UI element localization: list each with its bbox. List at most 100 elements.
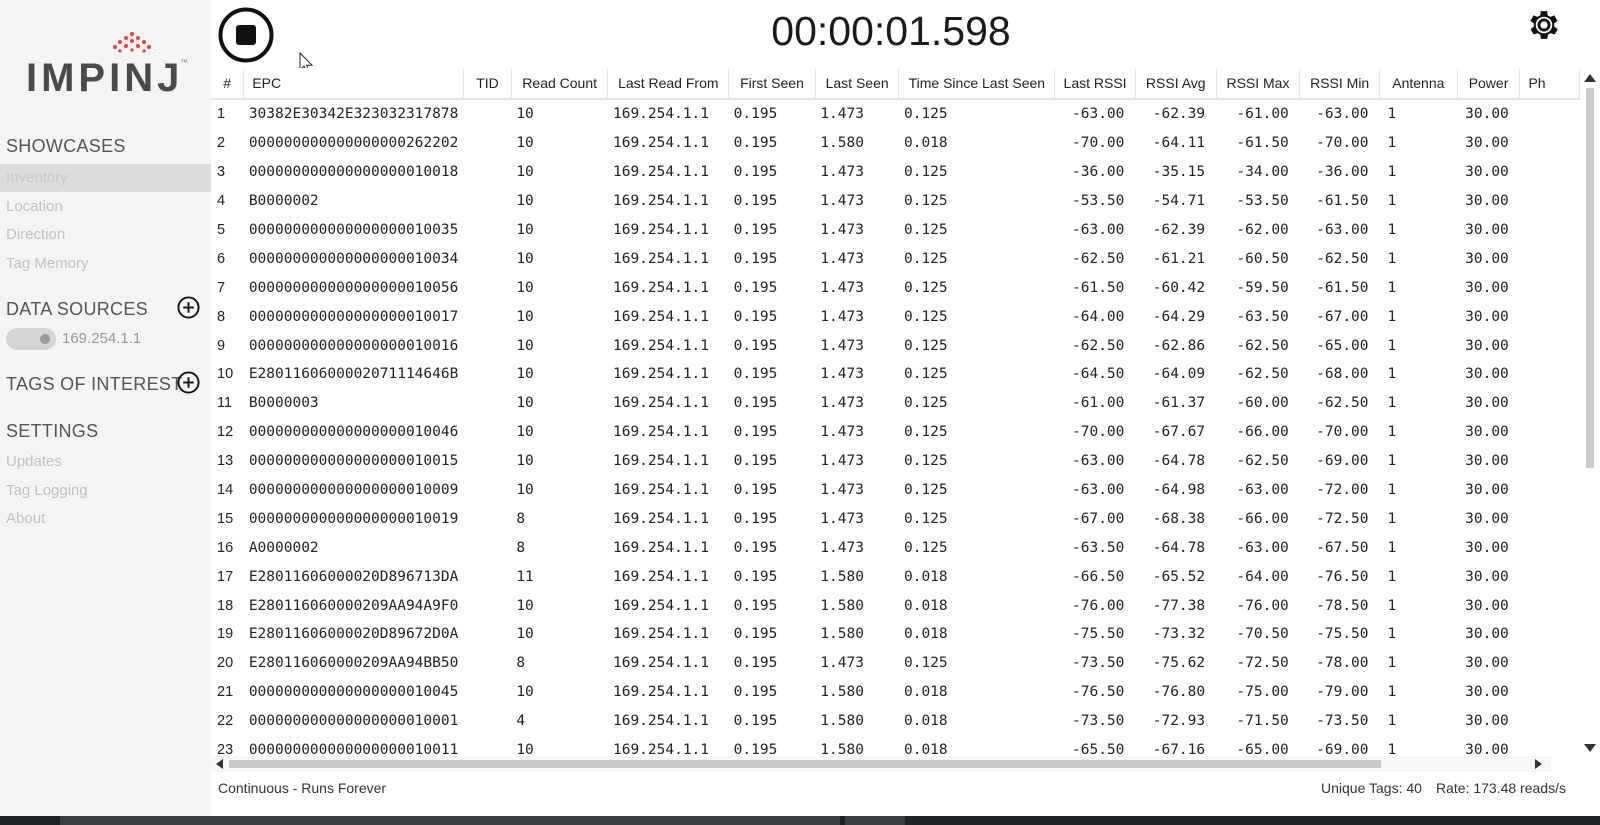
table-row[interactable]: 13 000000000000000000010015 10 169.254.1.1 0… xyxy=(211,447,1580,476)
column-header[interactable]: Last Seen xyxy=(815,68,900,100)
gear-icon[interactable] xyxy=(1525,6,1563,44)
column-header[interactable]: TID xyxy=(463,68,512,100)
table-cell: 0.195 xyxy=(733,250,778,267)
table-row[interactable]: 12 000000000000000000010046 10 169.254.1.1 0… xyxy=(211,418,1580,447)
column-header[interactable]: First Seen xyxy=(728,68,816,100)
table-row[interactable]: 4 B0000002 10 169.254.1.1 0.195 1.473 0.125 -53… xyxy=(211,187,1580,216)
table-cell xyxy=(464,187,512,216)
column-header[interactable]: Antenna xyxy=(1379,68,1458,100)
table-cell: 1.473 xyxy=(820,308,864,325)
table-cell: -63.50 xyxy=(1236,308,1289,325)
table-cell: 0.195 xyxy=(733,193,778,210)
table-row[interactable]: 14 000000000000000000010009 10 169.254.1.1 0… xyxy=(211,476,1580,505)
scroll-down-arrow-icon[interactable] xyxy=(1584,744,1596,752)
table-cell: 10 xyxy=(516,395,534,412)
table-cell: 11 xyxy=(516,568,534,585)
table-cell: 1.473 xyxy=(820,655,864,672)
add-data-source-plus-icon[interactable] xyxy=(177,296,200,319)
horizontal-scrollbar[interactable] xyxy=(211,756,1551,772)
data-source-toggle[interactable] xyxy=(6,328,56,350)
table-row[interactable]: 15 000000000000000000010019 8 169.254.1.1 0.… xyxy=(211,504,1580,533)
table-row[interactable]: 18 E280116060000209AA94A9F0 10 169.254.1.1 0… xyxy=(211,591,1580,620)
sidebar-item-updates[interactable]: Updates xyxy=(6,453,62,470)
column-header[interactable]: # xyxy=(211,68,245,100)
table-cell: 169.254.1.1 xyxy=(612,539,710,556)
logo-dots-icon xyxy=(113,32,151,53)
table-row[interactable]: 2 000000000000000000262202 10 169.254.1.1 0.… xyxy=(211,129,1580,158)
table-header-row: # EPC TID Read Count Last Read From Firs… xyxy=(211,68,1580,100)
table-row[interactable]: 8 000000000000000000010017 10 169.254.1.1 0.… xyxy=(211,302,1580,331)
add-tag-of-interest-plus-icon[interactable] xyxy=(177,371,200,394)
table-row[interactable]: 6 000000000000000000010034 10 169.254.1.1 0.… xyxy=(211,244,1580,273)
column-header[interactable]: Ph xyxy=(1519,68,1580,100)
table-row[interactable]: 11 B0000003 10 169.254.1.1 0.195 1.473 0.125 -6… xyxy=(211,389,1580,418)
stop-button-icon[interactable] xyxy=(218,7,274,63)
table-cell: -62.50 xyxy=(1236,337,1289,354)
table-cell: 0.195 xyxy=(733,424,778,441)
table-cell: 0.195 xyxy=(733,106,778,123)
table-cell: 0.195 xyxy=(733,453,778,470)
table-cell: -61.37 xyxy=(1152,395,1206,412)
table-row[interactable]: 9 000000000000000000010016 10 169.254.1.1 0.… xyxy=(211,331,1580,360)
table-cell: 1.473 xyxy=(820,337,864,354)
table-cell: 0.018 xyxy=(903,568,948,585)
table-cell: 10 xyxy=(516,135,534,152)
table-cell: 30.00 xyxy=(1465,742,1509,758)
table-cell xyxy=(1520,736,1580,758)
column-header[interactable]: RSSI Max xyxy=(1216,68,1301,100)
vertical-scroll-thumb[interactable] xyxy=(1586,88,1594,468)
sidebar-item-about[interactable]: About xyxy=(6,510,46,527)
column-header[interactable]: Power xyxy=(1457,68,1521,100)
column-header[interactable]: EPC xyxy=(243,68,465,100)
table-cell: 000000000000000000010056 xyxy=(248,279,459,296)
table-row[interactable]: 16 A0000002 8 169.254.1.1 0.195 1.473 0.125 -63… xyxy=(211,533,1580,562)
table-row[interactable]: 23 000000000000000000010011 10 169.254.1.1 0… xyxy=(211,736,1580,758)
column-header[interactable]: Time Since Last Seen xyxy=(898,68,1056,100)
table-cell: -62.50 xyxy=(1072,250,1125,267)
column-header[interactable]: Last Read From xyxy=(607,68,730,100)
table-cell: -64.00 xyxy=(1236,568,1289,585)
table-row[interactable]: 5 000000000000000000010035 10 169.254.1.1 0.… xyxy=(211,216,1580,245)
table-cell xyxy=(464,533,512,562)
sidebar-item-inventory[interactable]: Inventory xyxy=(0,164,211,192)
scroll-up-arrow-icon[interactable] xyxy=(1584,74,1596,82)
column-header[interactable]: RSSI Avg xyxy=(1135,68,1217,100)
sidebar-item-tag-memory[interactable]: Tag Memory xyxy=(6,255,89,272)
table-cell: 13 xyxy=(217,453,234,470)
table-cell: 30.00 xyxy=(1465,713,1509,730)
table-cell: 169.254.1.1 xyxy=(612,713,710,730)
table-row[interactable]: 20 E280116060000209AA94BB50 8 169.254.1.1 0.… xyxy=(211,649,1580,678)
table-cell: -63.00 xyxy=(1236,482,1289,499)
column-header[interactable]: Read Count xyxy=(511,68,609,100)
table-row[interactable]: 22 000000000000000000010001 4 169.254.1.1 0.… xyxy=(211,707,1580,736)
table-row[interactable]: 7 000000000000000000010056 10 169.254.1.1 0.… xyxy=(211,273,1580,302)
table-row[interactable]: 10 E2801160600002071114646B 10 169.254.1.1 0… xyxy=(211,360,1580,389)
table-cell: -73.50 xyxy=(1072,713,1125,730)
table-cell: 169.254.1.1 xyxy=(612,279,710,296)
table-cell: -64.78 xyxy=(1152,539,1206,556)
column-header[interactable]: Last RSSI xyxy=(1054,68,1136,100)
horizontal-scroll-thumb[interactable] xyxy=(229,760,1381,768)
vertical-scrollbar[interactable] xyxy=(1580,68,1600,758)
sidebar-item-location[interactable]: Location xyxy=(6,198,63,215)
table-cell: -62.86 xyxy=(1152,337,1206,354)
table-cell: -66.00 xyxy=(1236,424,1289,441)
table-row[interactable]: 21 000000000000000000010045 10 169.254.1.1 0… xyxy=(211,678,1580,707)
table-row[interactable]: 3 000000000000000000010018 10 169.254.1.1 0.… xyxy=(211,158,1580,187)
scroll-right-arrow-icon[interactable] xyxy=(1535,759,1542,769)
sidebar-item-tag-logging[interactable]: Tag Logging xyxy=(6,482,88,499)
table-cell: E28011606000020D89672D0A xyxy=(248,626,459,643)
table-cell: 1 xyxy=(217,106,226,123)
table-cell: 000000000000000000010018 xyxy=(248,164,459,181)
table-cell: 1 xyxy=(1387,482,1397,499)
column-header[interactable]: RSSI Min xyxy=(1299,68,1381,100)
scroll-left-arrow-icon[interactable] xyxy=(216,759,223,769)
sidebar-item-direction[interactable]: Direction xyxy=(6,226,66,243)
table-row[interactable]: 19 E28011606000020D89672D0A 10 169.254.1.1 0… xyxy=(211,620,1580,649)
table-row[interactable]: 1 30382E30342E323032317878 10 169.254.1.1 0.… xyxy=(211,99,1580,129)
table-row[interactable]: 17 E28011606000020D896713DA 11 169.254.1.1 0… xyxy=(211,562,1580,591)
table-cell xyxy=(464,591,512,620)
table-cell: 0.195 xyxy=(733,337,778,354)
table-cell: 0.125 xyxy=(903,106,948,123)
table-cell: 169.254.1.1 xyxy=(612,568,710,585)
